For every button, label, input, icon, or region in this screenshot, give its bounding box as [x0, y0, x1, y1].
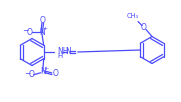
Text: O: O: [40, 16, 46, 25]
Text: −: −: [22, 26, 29, 35]
Text: N: N: [65, 48, 71, 57]
Text: O: O: [29, 70, 35, 79]
Text: N: N: [39, 28, 45, 37]
Text: H: H: [58, 53, 63, 59]
Text: O: O: [27, 28, 33, 37]
Text: NH: NH: [58, 47, 69, 55]
Text: +: +: [44, 66, 49, 71]
Text: −: −: [24, 69, 31, 78]
Text: N: N: [40, 67, 46, 76]
Text: O: O: [141, 23, 147, 32]
Text: +: +: [43, 26, 48, 31]
Text: CH₃: CH₃: [127, 13, 139, 18]
Text: O: O: [53, 69, 59, 78]
